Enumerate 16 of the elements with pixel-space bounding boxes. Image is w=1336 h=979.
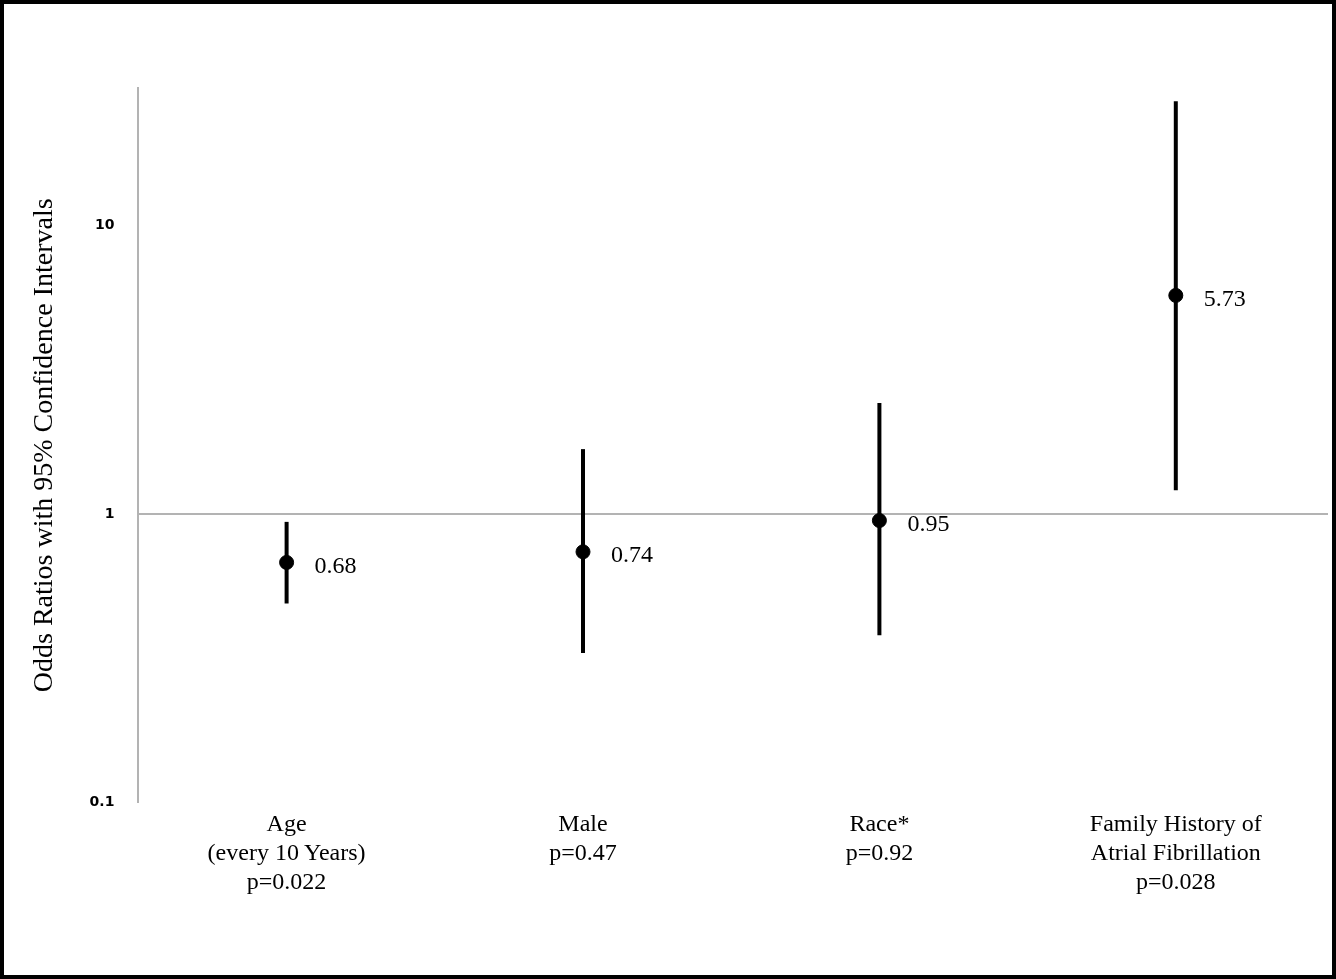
point [279,554,295,570]
data-label: 0.68 [314,551,357,578]
point [871,513,887,529]
data-label: 0.95 [907,509,950,536]
x-tick-label: Family History of Atrial Fibrillation p=0.028 [1089,810,1262,894]
point [575,544,591,560]
data-label: 5.73 [1203,284,1246,311]
y-tick-label: 1 [104,504,115,521]
y-tick-label: 10 [94,216,115,233]
x-tick-label: Age (every 10 Years) p=0.022 [207,810,366,894]
data-label: 0.74 [611,541,653,568]
point [1168,287,1184,303]
x-tick-label: Race* p=0.92 [845,810,914,866]
y-tick-label: 0.1 [89,793,115,810]
y-axis-title: Odds Ratios with 95% Confidence Intervals [27,198,59,693]
x-tick-label: Male p=0.47 [549,810,617,866]
